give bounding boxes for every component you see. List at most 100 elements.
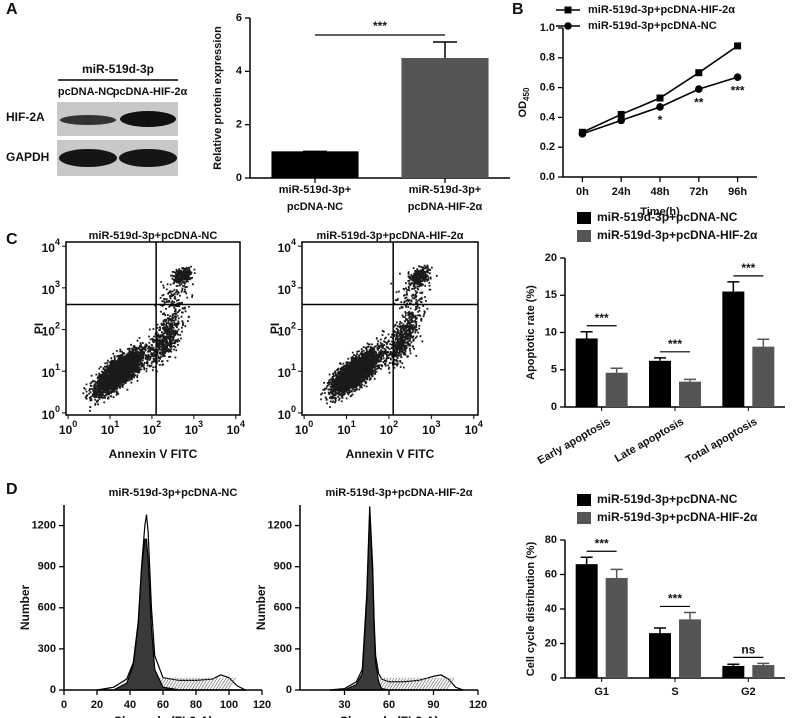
significance-label: *** (668, 592, 682, 606)
bar (679, 381, 701, 407)
panel-label: D (6, 481, 18, 498)
legend-label: miR-519d-3p+pcDNA-HIF-2α (597, 228, 758, 242)
y-axis-label-sub: 450 (522, 87, 531, 101)
point (733, 73, 742, 81)
y-tick-label: 0 (236, 172, 242, 184)
point (656, 103, 664, 111)
tick-label: 101 (337, 419, 355, 437)
y-tick-label: 0.2 (540, 141, 555, 153)
x-tick-label: 30 (338, 699, 350, 711)
tick-label: 104 (465, 419, 483, 437)
cell-events (82, 265, 196, 412)
tick-exponent: 2 (156, 419, 161, 429)
error-bar (757, 662, 770, 666)
significance-label: *** (373, 19, 387, 33)
legend-swatch (577, 512, 591, 524)
significance-label: *** (595, 311, 609, 325)
y-tick-label: 2 (236, 119, 242, 131)
tick-label: 104 (42, 238, 60, 256)
cell-events (320, 264, 438, 408)
y-tick-label: 900 (38, 561, 56, 573)
blot-band (59, 149, 117, 167)
tick-label: 101 (101, 419, 119, 437)
annotation: * (658, 113, 663, 127)
plot-frame (65, 241, 241, 416)
x-tick-label: 60 (383, 699, 395, 711)
blot-band (119, 149, 177, 167)
tick-base: 10 (337, 423, 351, 437)
tick-base: 10 (59, 423, 73, 437)
blot-row-label: GAPDH (6, 150, 49, 164)
y-tick-label: 0 (50, 684, 56, 696)
error-bar (610, 367, 623, 373)
tick-label: 104 (278, 238, 296, 256)
chart-title: miR-519d-3p+pcDNA-NC (109, 487, 238, 499)
tick-label: 104 (227, 419, 245, 437)
significance-label: *** (741, 261, 755, 275)
legend-label: miR-519d-3p+pcDNA-HIF-2α (597, 510, 758, 524)
y-tick-label: 0 (286, 684, 292, 696)
y-tick-label: 300 (38, 643, 56, 655)
tick-exponent: 3 (55, 279, 60, 289)
tick-label: 103 (278, 279, 296, 297)
x-tick-label: 0 (61, 699, 67, 711)
tick-exponent: 3 (436, 419, 441, 429)
x-tick-label: pcDNA-NC (287, 201, 343, 213)
bar (605, 372, 628, 407)
tick-base: 10 (42, 408, 56, 422)
y-tick-label: 20 (545, 637, 557, 649)
tick-base: 10 (101, 423, 115, 437)
legend-swatch (577, 212, 591, 224)
bar (575, 564, 598, 678)
blot-band (120, 111, 176, 127)
y-tick-label: 4 (236, 65, 243, 77)
x-tick-label: 40 (124, 699, 136, 711)
tick-exponent: 3 (198, 419, 203, 429)
blot-band (60, 115, 116, 125)
y-axis-label: PI (268, 323, 282, 334)
tick-base: 10 (278, 283, 292, 297)
tick-base: 10 (42, 366, 56, 380)
panel-label: B (512, 1, 524, 18)
y-tick-label: 10 (545, 326, 557, 338)
y-tick-label: 0.8 (540, 52, 555, 64)
legend-marker (564, 6, 572, 14)
x-tick-label: 90 (427, 699, 439, 711)
y-tick-label: 0.4 (540, 111, 556, 123)
tick-exponent: 0 (72, 419, 77, 429)
tick-label: 101 (42, 363, 60, 381)
y-tick-label: 0.6 (540, 82, 555, 94)
x-tick-label: G1 (594, 686, 609, 698)
tick-exponent: 2 (291, 321, 296, 331)
y-axis-label: OD450 (517, 87, 531, 117)
bar (752, 665, 775, 678)
point (695, 69, 703, 77)
x-tick-label: 96h (728, 186, 747, 198)
bar (752, 346, 775, 407)
tick-label: 103 (422, 419, 440, 437)
tick-base: 10 (278, 325, 292, 339)
x-tick-label: 100 (220, 699, 238, 711)
tick-label: 100 (278, 404, 296, 422)
tick-base: 10 (278, 241, 292, 255)
point (617, 110, 625, 118)
significance-label: *** (595, 536, 609, 550)
y-tick-label: 300 (274, 643, 292, 655)
bar (649, 633, 671, 678)
y-tick-label: 1200 (32, 519, 56, 531)
tick-base: 10 (465, 423, 479, 437)
lane-label: pcDNA-HIF-2α (113, 86, 188, 98)
bar (649, 360, 671, 407)
tick-label: 100 (59, 419, 77, 437)
x-axis-label: Time(h) (640, 206, 680, 218)
bar (271, 151, 359, 178)
x-tick-label: 20 (91, 699, 103, 711)
error-bar (654, 357, 666, 361)
error-bar (684, 378, 696, 382)
y-tick-label: 20 (545, 252, 557, 264)
point (656, 94, 664, 102)
tick-label: 102 (143, 419, 161, 437)
chart-title: miR-519d-3p+pcDNA-HIF-2α (325, 487, 472, 499)
error-bar (610, 568, 623, 578)
